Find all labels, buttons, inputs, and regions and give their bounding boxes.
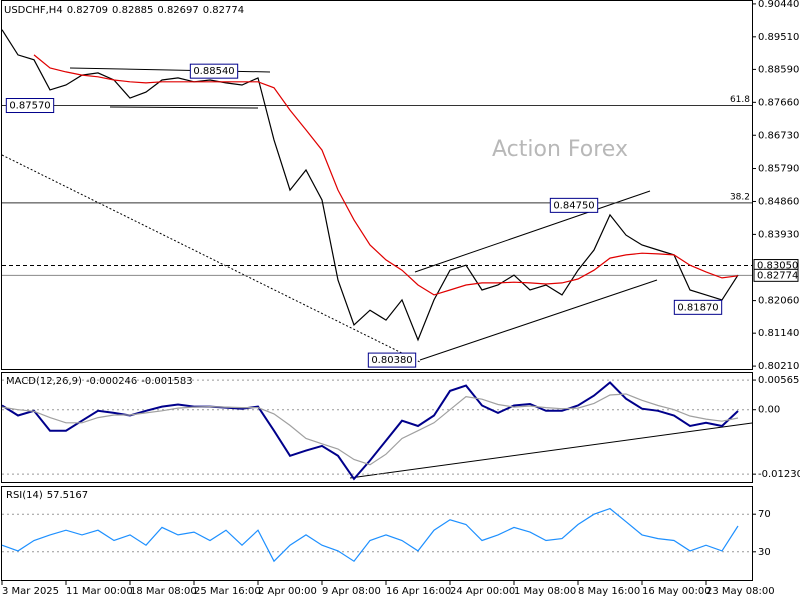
y-tick-label: 0.90440 [758, 0, 799, 10]
macd-title: MACD(12,26,9) [6, 376, 82, 387]
y-tick-label: 30 [758, 547, 771, 558]
annotation-label: 0.88540 [193, 66, 234, 77]
rsi-value: 57.5167 [47, 490, 88, 501]
price-label: 0.82774 [757, 270, 798, 281]
annotation-box [5, 98, 55, 114]
y-tick-label: 0.89510 [758, 32, 799, 43]
y-tick-label: 0.84860 [758, 196, 799, 207]
x-tick-label: 11 Mar 00:00 [66, 586, 133, 597]
price-header: USDCHF,H4 0.82709 0.82885 0.82697 0.82774 [4, 5, 244, 16]
x-tick-label: 18 Mar 08:00 [130, 586, 197, 597]
annotation-label: 0.87570 [9, 101, 50, 112]
ohlc-open: 0.82709 [67, 5, 108, 16]
x-tick-label: 25 Mar 16:00 [194, 586, 261, 597]
y-tick-label: 0.81140 [758, 328, 799, 339]
x-tick-label: 8 May 16:00 [578, 586, 640, 597]
fib-label: 61.8 [730, 95, 750, 105]
y-tick-label: 0.005659 [758, 375, 800, 386]
y-tick-label: 0.83930 [758, 229, 799, 240]
annotation-box [549, 197, 599, 213]
ohlc-close: 0.82774 [203, 5, 244, 16]
y-tick-label: 70 [758, 509, 771, 520]
channel-lower [419, 279, 658, 361]
annotation-label: 0.81870 [677, 302, 718, 313]
ohlc-low: 0.82697 [157, 5, 198, 16]
macd-frame [1, 372, 753, 483]
trend-line [1, 154, 421, 363]
price-label: 0.83050 [757, 261, 798, 272]
x-tick-label: 9 Apr 08:00 [322, 586, 381, 597]
rsi-frame [1, 486, 753, 581]
fib-label: 38.2 [730, 192, 750, 202]
symbol: USDCHF,H4 [4, 5, 63, 16]
series-line [1, 29, 739, 342]
watermark: Action Forex [492, 137, 628, 162]
x-tick-label: 23 May 08:00 [706, 586, 775, 597]
series-line [33, 54, 739, 296]
y-tick-label: 0.80210 [758, 361, 799, 372]
x-tick-label: 16 Apr 16:00 [386, 586, 451, 597]
annotation-box [673, 299, 723, 315]
y-tick-label: 0.82060 [758, 296, 799, 307]
annotation-label: 0.84750 [553, 200, 594, 211]
y-tick-label: 0.00 [758, 405, 780, 416]
rsi-title: RSI(14) [6, 490, 43, 501]
x-tick-label: 1 May 08:00 [514, 586, 576, 597]
annotation-box [367, 352, 417, 368]
macd-trend-line [349, 422, 753, 479]
macd-header: MACD(12,26,9) -0.000246 -0.001583 [6, 376, 193, 387]
series-line [1, 393, 739, 466]
price-label-box [753, 268, 799, 282]
x-tick-label: 2 Apr 00:00 [258, 586, 317, 597]
series-line [1, 507, 739, 563]
y-tick-label: 0.87660 [758, 97, 799, 108]
x-tick-label: 3 Mar 2025 [2, 586, 59, 597]
ohlc-high: 0.82885 [112, 5, 153, 16]
y-tick-label: 0.85790 [758, 164, 799, 175]
x-tick-label: 16 May 00:00 [642, 586, 711, 597]
y-tick-label: -0.012301 [758, 469, 800, 480]
range-bottom [109, 106, 259, 109]
channel-upper [414, 190, 651, 273]
annotation-box [189, 63, 239, 79]
macd-value: -0.000246 [86, 376, 137, 387]
signal-value: -0.001583 [141, 376, 192, 387]
price-frame [1, 0, 753, 370]
annotation-label: 0.80380 [371, 355, 412, 366]
y-tick-label: 0.86730 [758, 130, 799, 141]
rsi-header: RSI(14) 57.5167 [6, 490, 88, 501]
x-tick-label: 24 Apr 00:00 [450, 586, 515, 597]
y-tick-label: 0.88590 [758, 64, 799, 75]
